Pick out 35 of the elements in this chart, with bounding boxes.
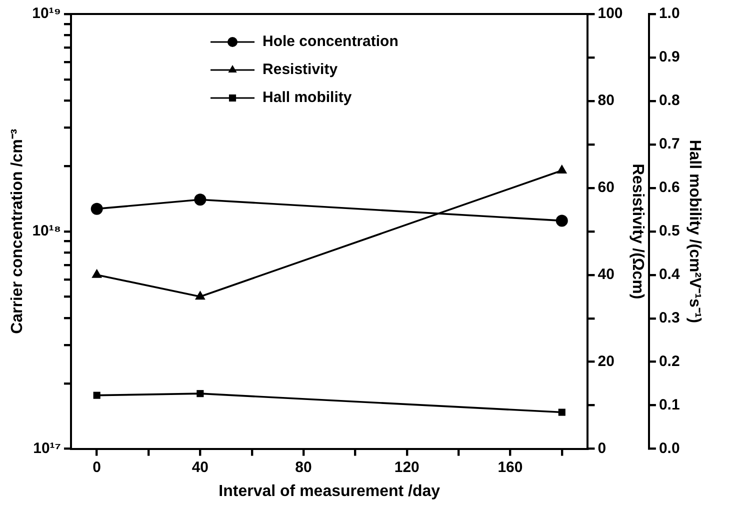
x-tick-label: 40 <box>192 458 209 476</box>
y-tick-label: 10¹⁷ <box>33 440 61 457</box>
y3-tick-label: 0.4 <box>658 266 680 284</box>
legend-label: Hole concentration <box>262 33 398 50</box>
y3-tick-label: 1.0 <box>658 5 680 22</box>
y3-tick-label: 0.3 <box>658 310 680 326</box>
y-axis-title: Carrier concentration /cm⁻³ <box>9 128 26 334</box>
point <box>194 194 206 206</box>
legend-label: Hall mobility <box>262 89 352 106</box>
legend-label: Resistivity <box>262 61 338 78</box>
point <box>556 214 568 227</box>
y3-tick-label: 0.8 <box>658 92 680 110</box>
y3-tick-label: 0.0 <box>658 440 680 457</box>
y2-tick-label: 20 <box>598 352 614 370</box>
y3-tick-label: 0.7 <box>658 136 680 153</box>
y-tick-label: 10¹⁹ <box>32 5 61 22</box>
y3-tick-label: 0.1 <box>658 396 680 414</box>
y3-tick-label: 0.9 <box>658 48 680 66</box>
x-tick-label: 80 <box>295 458 312 476</box>
y2-tick-label: 40 <box>598 266 614 284</box>
x-tick-label: 160 <box>498 458 523 476</box>
y3-axis-title: Hall mobility /(cm²V⁻¹s⁻¹) <box>686 140 703 324</box>
x-tick-label: 0 <box>92 458 102 476</box>
x-tick-label: 120 <box>394 458 420 476</box>
y2-tick-label: 0 <box>598 440 606 457</box>
y2-tick-label: 100 <box>598 5 623 22</box>
x-axis-title: Interval of measurement /day <box>218 482 440 500</box>
y3-tick-label: 0.2 <box>658 352 680 370</box>
y2-axis-title: Resistivity /(Ωcm) <box>628 164 646 300</box>
y2-tick-label: 60 <box>598 179 614 196</box>
y3-tick-label: 0.6 <box>658 179 680 196</box>
y2-tick-label: 80 <box>598 92 614 110</box>
y3-tick-label: 0.5 <box>658 222 680 240</box>
point <box>90 202 103 215</box>
y-tick-label: 10¹⁸ <box>32 222 61 240</box>
